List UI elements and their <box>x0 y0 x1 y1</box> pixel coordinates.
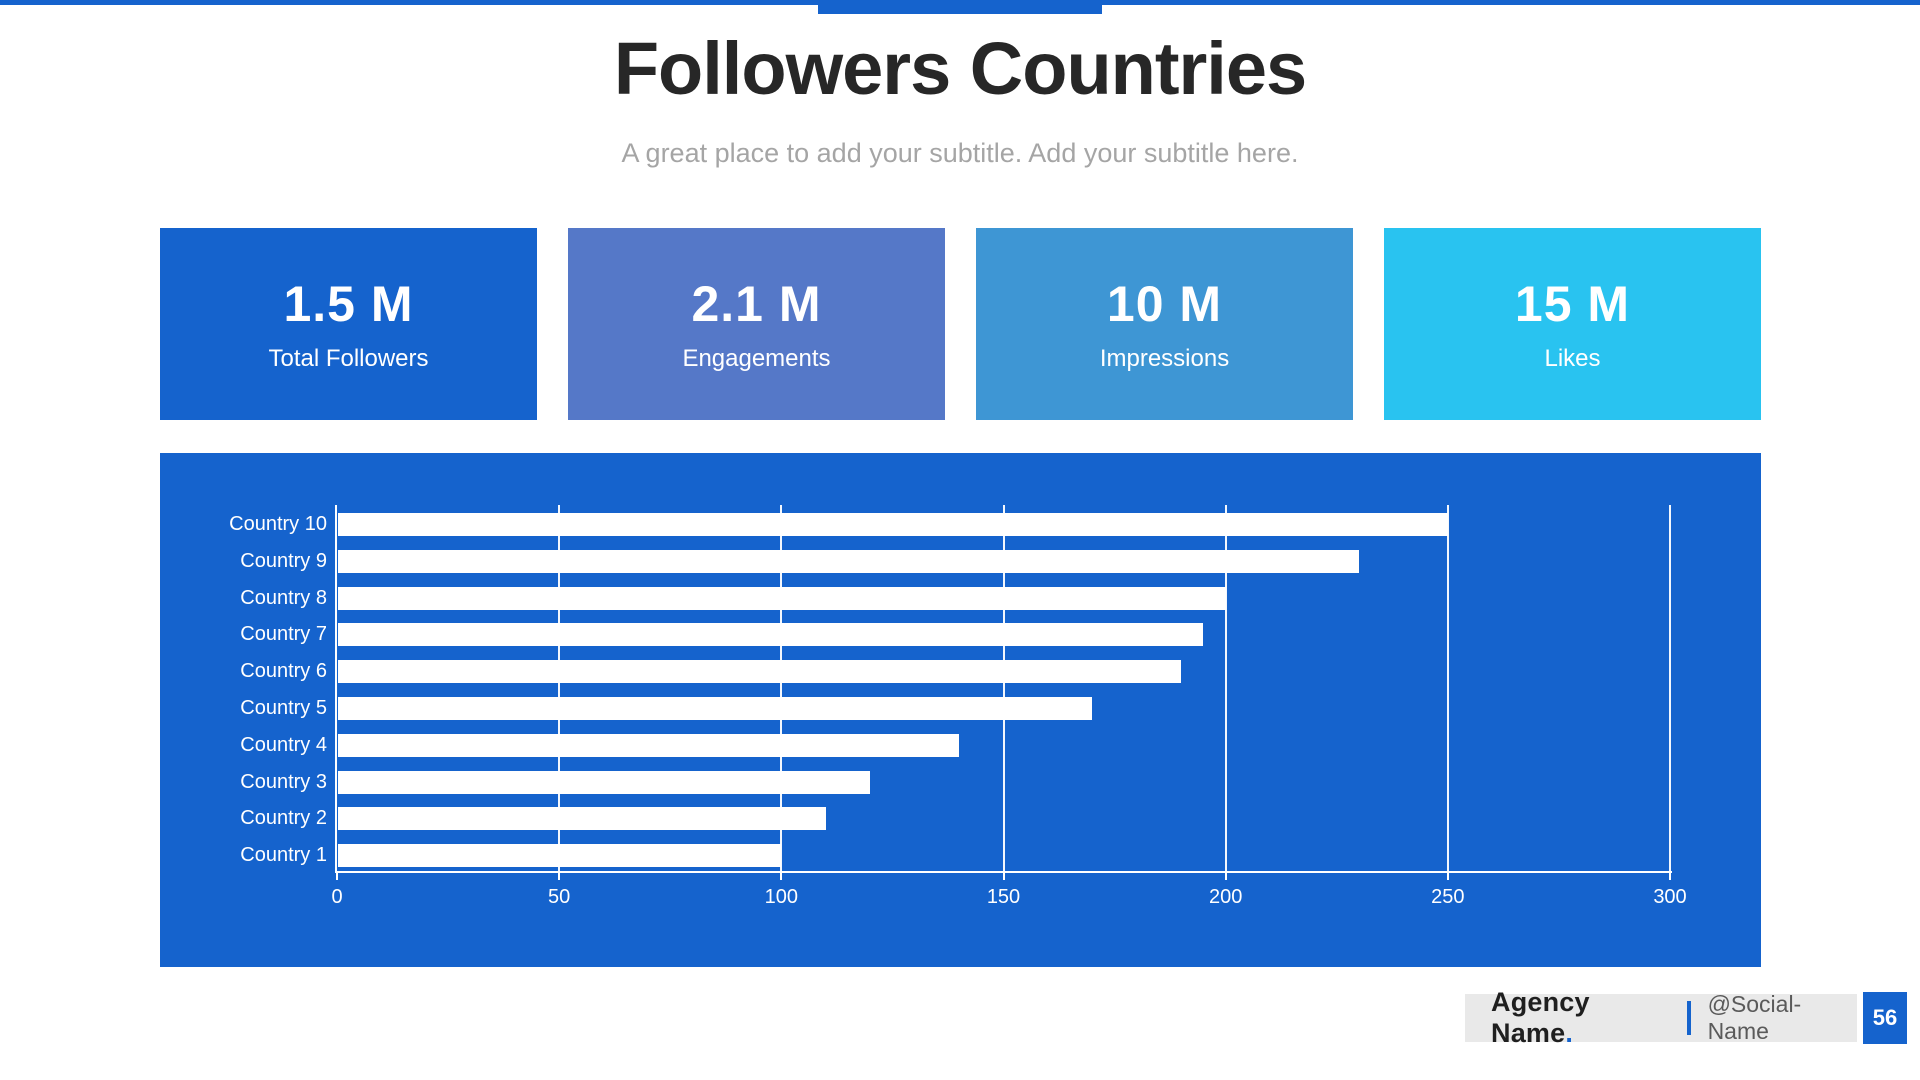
agency-name: Agency Name. <box>1491 987 1673 1049</box>
agency-name-dot: . <box>1565 1018 1574 1048</box>
x-axis-tick <box>1669 871 1671 880</box>
x-tick-label: 200 <box>1208 886 1243 908</box>
x-tick-label: 50 <box>548 886 571 908</box>
stat-card-engagements: 2.1 M Engagements <box>568 228 945 420</box>
x-gridline <box>780 505 783 871</box>
stat-label: Impressions <box>1099 345 1230 372</box>
stat-card-likes: 15 M Likes <box>1384 228 1761 420</box>
x-axis-tick <box>336 871 338 880</box>
category-label: Country 5 <box>240 697 327 719</box>
footer-credit-bar: Agency Name. @Social-Name <box>1465 987 1857 1048</box>
top-accent-tab <box>818 0 1102 14</box>
stat-value: 2.1 M <box>691 276 822 332</box>
x-gridline <box>1224 505 1227 871</box>
bar-country-8 <box>338 586 1226 610</box>
page-subtitle: A great place to add your subtitle. Add … <box>621 138 1299 168</box>
category-label: Country 8 <box>240 586 327 609</box>
stat-value: 15 M <box>1514 276 1631 332</box>
x-gridline <box>1002 505 1005 871</box>
y-axis-line <box>335 505 337 873</box>
x-tick-label: 150 <box>986 886 1021 908</box>
stat-value: 1.5 M <box>283 276 414 332</box>
x-axis-tick <box>558 871 561 880</box>
category-label: Country 4 <box>240 733 327 756</box>
x-axis-tick <box>1002 871 1005 880</box>
x-axis-tick <box>1224 871 1227 880</box>
stat-card-total-followers: 1.5 M Total Followers <box>160 228 537 420</box>
category-label: Country 6 <box>240 660 327 683</box>
x-axis-tick <box>780 871 783 880</box>
bar-country-6 <box>338 660 1182 684</box>
social-handle: @Social-Name <box>1707 991 1802 1044</box>
category-label: Country 1 <box>240 844 327 867</box>
category-label: Country 2 <box>240 807 327 830</box>
x-gridline <box>1669 505 1671 871</box>
stat-label: Total Followers <box>268 345 429 372</box>
bar-country-4 <box>338 733 960 757</box>
footer-divider <box>1686 1001 1691 1035</box>
bar-country-9 <box>338 549 1359 573</box>
stat-label: Likes <box>1544 345 1601 372</box>
x-axis-line <box>335 871 1672 873</box>
agency-name-text: Agency Name <box>1491 987 1590 1048</box>
page-title: Followers Countries <box>613 27 1307 110</box>
stat-value: 10 M <box>1106 276 1223 332</box>
x-tick-label: 250 <box>1431 886 1465 908</box>
bar-chart-plot: 0 50 100 150 200 250 300 Country 10 Country 9 Cou… <box>160 453 1761 967</box>
stat-card-impressions: 10 M Impressions <box>976 228 1353 420</box>
bar-country-3 <box>338 770 871 794</box>
category-label: Country 10 <box>229 513 327 535</box>
bar-country-5 <box>338 697 1093 720</box>
x-tick-label: 300 <box>1653 886 1687 908</box>
page-number-badge: 56 <box>1863 992 1907 1044</box>
x-gridline <box>558 505 561 871</box>
x-tick-label: 0 <box>331 886 343 908</box>
stat-label: Engagements <box>682 345 831 372</box>
bar-country-10 <box>338 513 1448 536</box>
category-label: Country 7 <box>240 623 327 646</box>
kpi-cards-row: 1.5 M Total Followers 2.1 M Engagements … <box>160 228 1761 420</box>
x-gridline <box>1446 505 1449 871</box>
x-axis-tick <box>1446 871 1449 880</box>
x-tick-label: 100 <box>764 886 799 908</box>
bar-country-1 <box>338 844 782 868</box>
category-label: Country 3 <box>240 770 327 793</box>
followers-countries-bar-chart: 0 50 100 150 200 250 300 Country 10 Country 9 Cou… <box>160 453 1761 967</box>
bar-country-2 <box>338 807 826 831</box>
category-label: Country 9 <box>240 549 327 572</box>
bar-country-7 <box>338 623 1204 647</box>
